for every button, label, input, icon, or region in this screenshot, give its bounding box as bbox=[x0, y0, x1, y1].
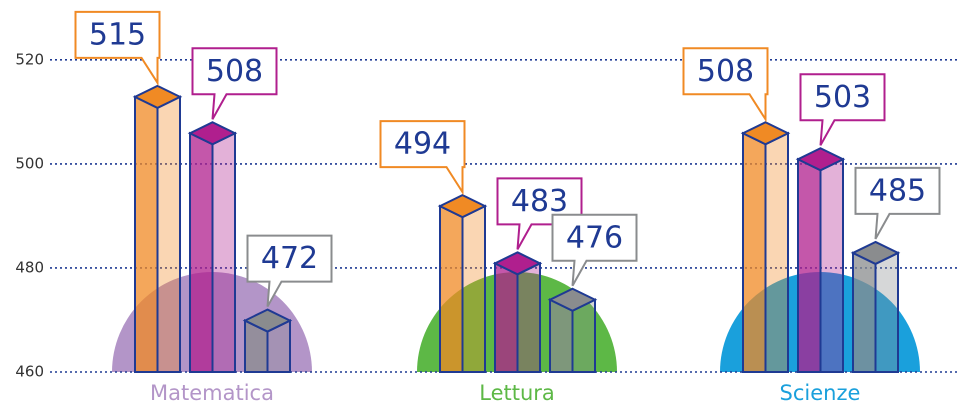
y-tick-label: 460 bbox=[15, 363, 44, 381]
bar-side bbox=[213, 133, 236, 372]
value-label: 494 bbox=[394, 127, 451, 162]
bar bbox=[440, 195, 485, 372]
y-tick-label: 520 bbox=[15, 50, 44, 68]
bar-side bbox=[821, 159, 844, 372]
x-tick-label: Scienze bbox=[780, 381, 861, 405]
y-tick-label: 480 bbox=[15, 258, 44, 276]
bar-side bbox=[463, 206, 486, 372]
value-label: 483 bbox=[511, 184, 568, 219]
value-label: 503 bbox=[814, 80, 871, 115]
bar bbox=[245, 310, 290, 372]
x-tick-label: Lettura bbox=[479, 381, 555, 405]
bar bbox=[743, 122, 788, 372]
bar-front bbox=[135, 97, 158, 372]
bar-front bbox=[743, 133, 766, 372]
bar-side bbox=[573, 300, 596, 372]
bar-front bbox=[440, 206, 463, 372]
bar bbox=[190, 122, 235, 372]
value-label: 515 bbox=[89, 17, 146, 52]
bar bbox=[550, 289, 595, 372]
value-label: 476 bbox=[566, 220, 623, 255]
bar-side bbox=[766, 133, 789, 372]
bar-front bbox=[190, 133, 213, 372]
value-label: 485 bbox=[869, 173, 926, 208]
value-label: 472 bbox=[261, 241, 318, 276]
bar-front bbox=[798, 159, 821, 372]
value-label: 508 bbox=[206, 54, 263, 89]
chart: 460 480 500 520 515 494 508 508 483 503 472 476 485 M… bbox=[0, 0, 957, 408]
bar bbox=[495, 252, 540, 372]
bar-side bbox=[518, 263, 541, 372]
bar bbox=[798, 148, 843, 372]
bar bbox=[135, 86, 180, 372]
page: {"chart_data": {"type": "bar", "categori… bbox=[0, 0, 957, 408]
bar-front bbox=[495, 263, 518, 372]
bar-side bbox=[876, 253, 899, 372]
value-label: 508 bbox=[697, 54, 754, 89]
bar-front bbox=[853, 253, 876, 372]
x-tick-label: Matematica bbox=[150, 381, 274, 405]
bar-side bbox=[158, 97, 181, 372]
y-tick-label: 500 bbox=[15, 154, 44, 172]
bar-front bbox=[550, 300, 573, 372]
bar bbox=[853, 242, 898, 372]
